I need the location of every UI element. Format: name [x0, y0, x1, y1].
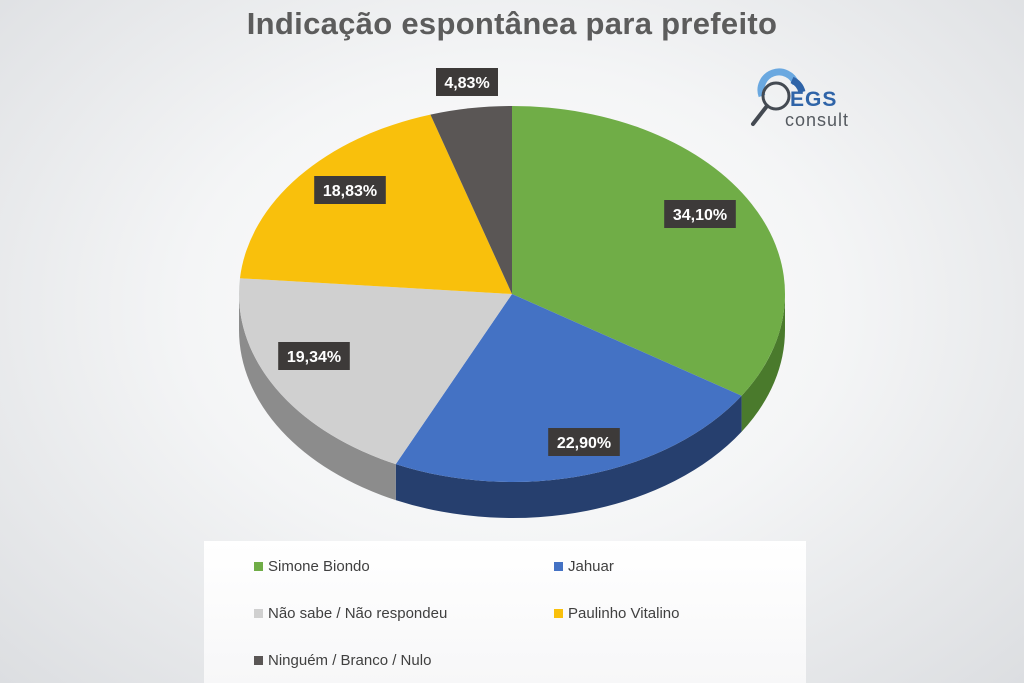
data-label-simone-biondo: 34,10%: [664, 200, 736, 228]
data-label-nao-sabe-nao-respondeu: 19,34%: [278, 342, 350, 370]
legend-label: Simone Biondo: [268, 558, 370, 575]
data-label-box: [664, 200, 736, 228]
data-label-text: 19,34%: [287, 349, 341, 366]
legend-item-jahuar: Jahuar: [554, 558, 614, 575]
pie-slice-side-simone-biondo: [741, 294, 786, 432]
legend-swatch: [254, 562, 263, 571]
legend-label: Não sabe / Não respondeu: [268, 605, 448, 622]
pie-slice-paulinho-vitalino: [239, 114, 512, 294]
pie-depth-layer: [239, 294, 786, 518]
pie-slice-ninguem-branco-nulo: [430, 106, 512, 294]
pie-slice-jahuar: [395, 294, 742, 482]
data-label-jahuar: 22,90%: [548, 428, 620, 456]
pie-slice-side-nao-sabe-nao-respondeu: [239, 294, 396, 501]
data-label-ninguem-branco-nulo: 4,83%: [436, 68, 498, 96]
chart-legend: Simone Biondo Jahuar Não sabe / Não respon…: [204, 541, 806, 683]
pie-slices-layer: [238, 106, 785, 482]
data-label-box: [436, 68, 498, 96]
data-label-text: 34,10%: [673, 207, 727, 224]
legend-label: Paulinho Vitalino: [568, 605, 680, 622]
pie-slice-nao-sabe-nao-respondeu: [238, 278, 512, 465]
data-label-box: [548, 428, 620, 456]
legend-item-paulinho-vitalino: Paulinho Vitalino: [554, 605, 679, 622]
pie-slice-simone-biondo: [512, 106, 785, 396]
legend-label: Ninguém / Branco / Nulo: [268, 652, 432, 669]
pie-data-labels-layer: 34,10% 22,90% 19,34% 18,83% 4,83%: [278, 68, 736, 456]
data-label-text: 22,90%: [557, 435, 611, 452]
logo-consult-text: consult: [785, 110, 850, 130]
logo-egs-text: EGS: [790, 88, 838, 111]
magnifier-icon: [751, 68, 806, 126]
legend-label: Jahuar: [568, 558, 614, 575]
pie-slice-side-jahuar: [395, 395, 742, 518]
data-label-text: 4,83%: [444, 75, 489, 92]
legend-swatch: [254, 609, 263, 618]
data-label-box: [314, 176, 386, 204]
chart-title: Indicação espontânea para prefeito: [246, 6, 778, 41]
legend-item-simone-biondo: Simone Biondo: [254, 558, 370, 575]
legend-item-ninguem-branco-nulo: Ninguém / Branco / Nulo: [254, 652, 431, 669]
data-label-paulinho-vitalino: 18,83%: [314, 176, 386, 204]
pie-chart: 34,10% 22,90% 19,34% 18,83% 4,83%: [238, 68, 786, 518]
legend-swatch: [554, 609, 563, 618]
data-label-text: 18,83%: [323, 183, 377, 200]
data-label-box: [278, 342, 350, 370]
egs-consult-logo: EGS consult: [748, 66, 858, 140]
legend-swatch: [554, 562, 563, 571]
legend-swatch: [254, 656, 263, 665]
legend-item-nao-sabe-nao-respondeu: Não sabe / Não respondeu: [254, 605, 447, 622]
